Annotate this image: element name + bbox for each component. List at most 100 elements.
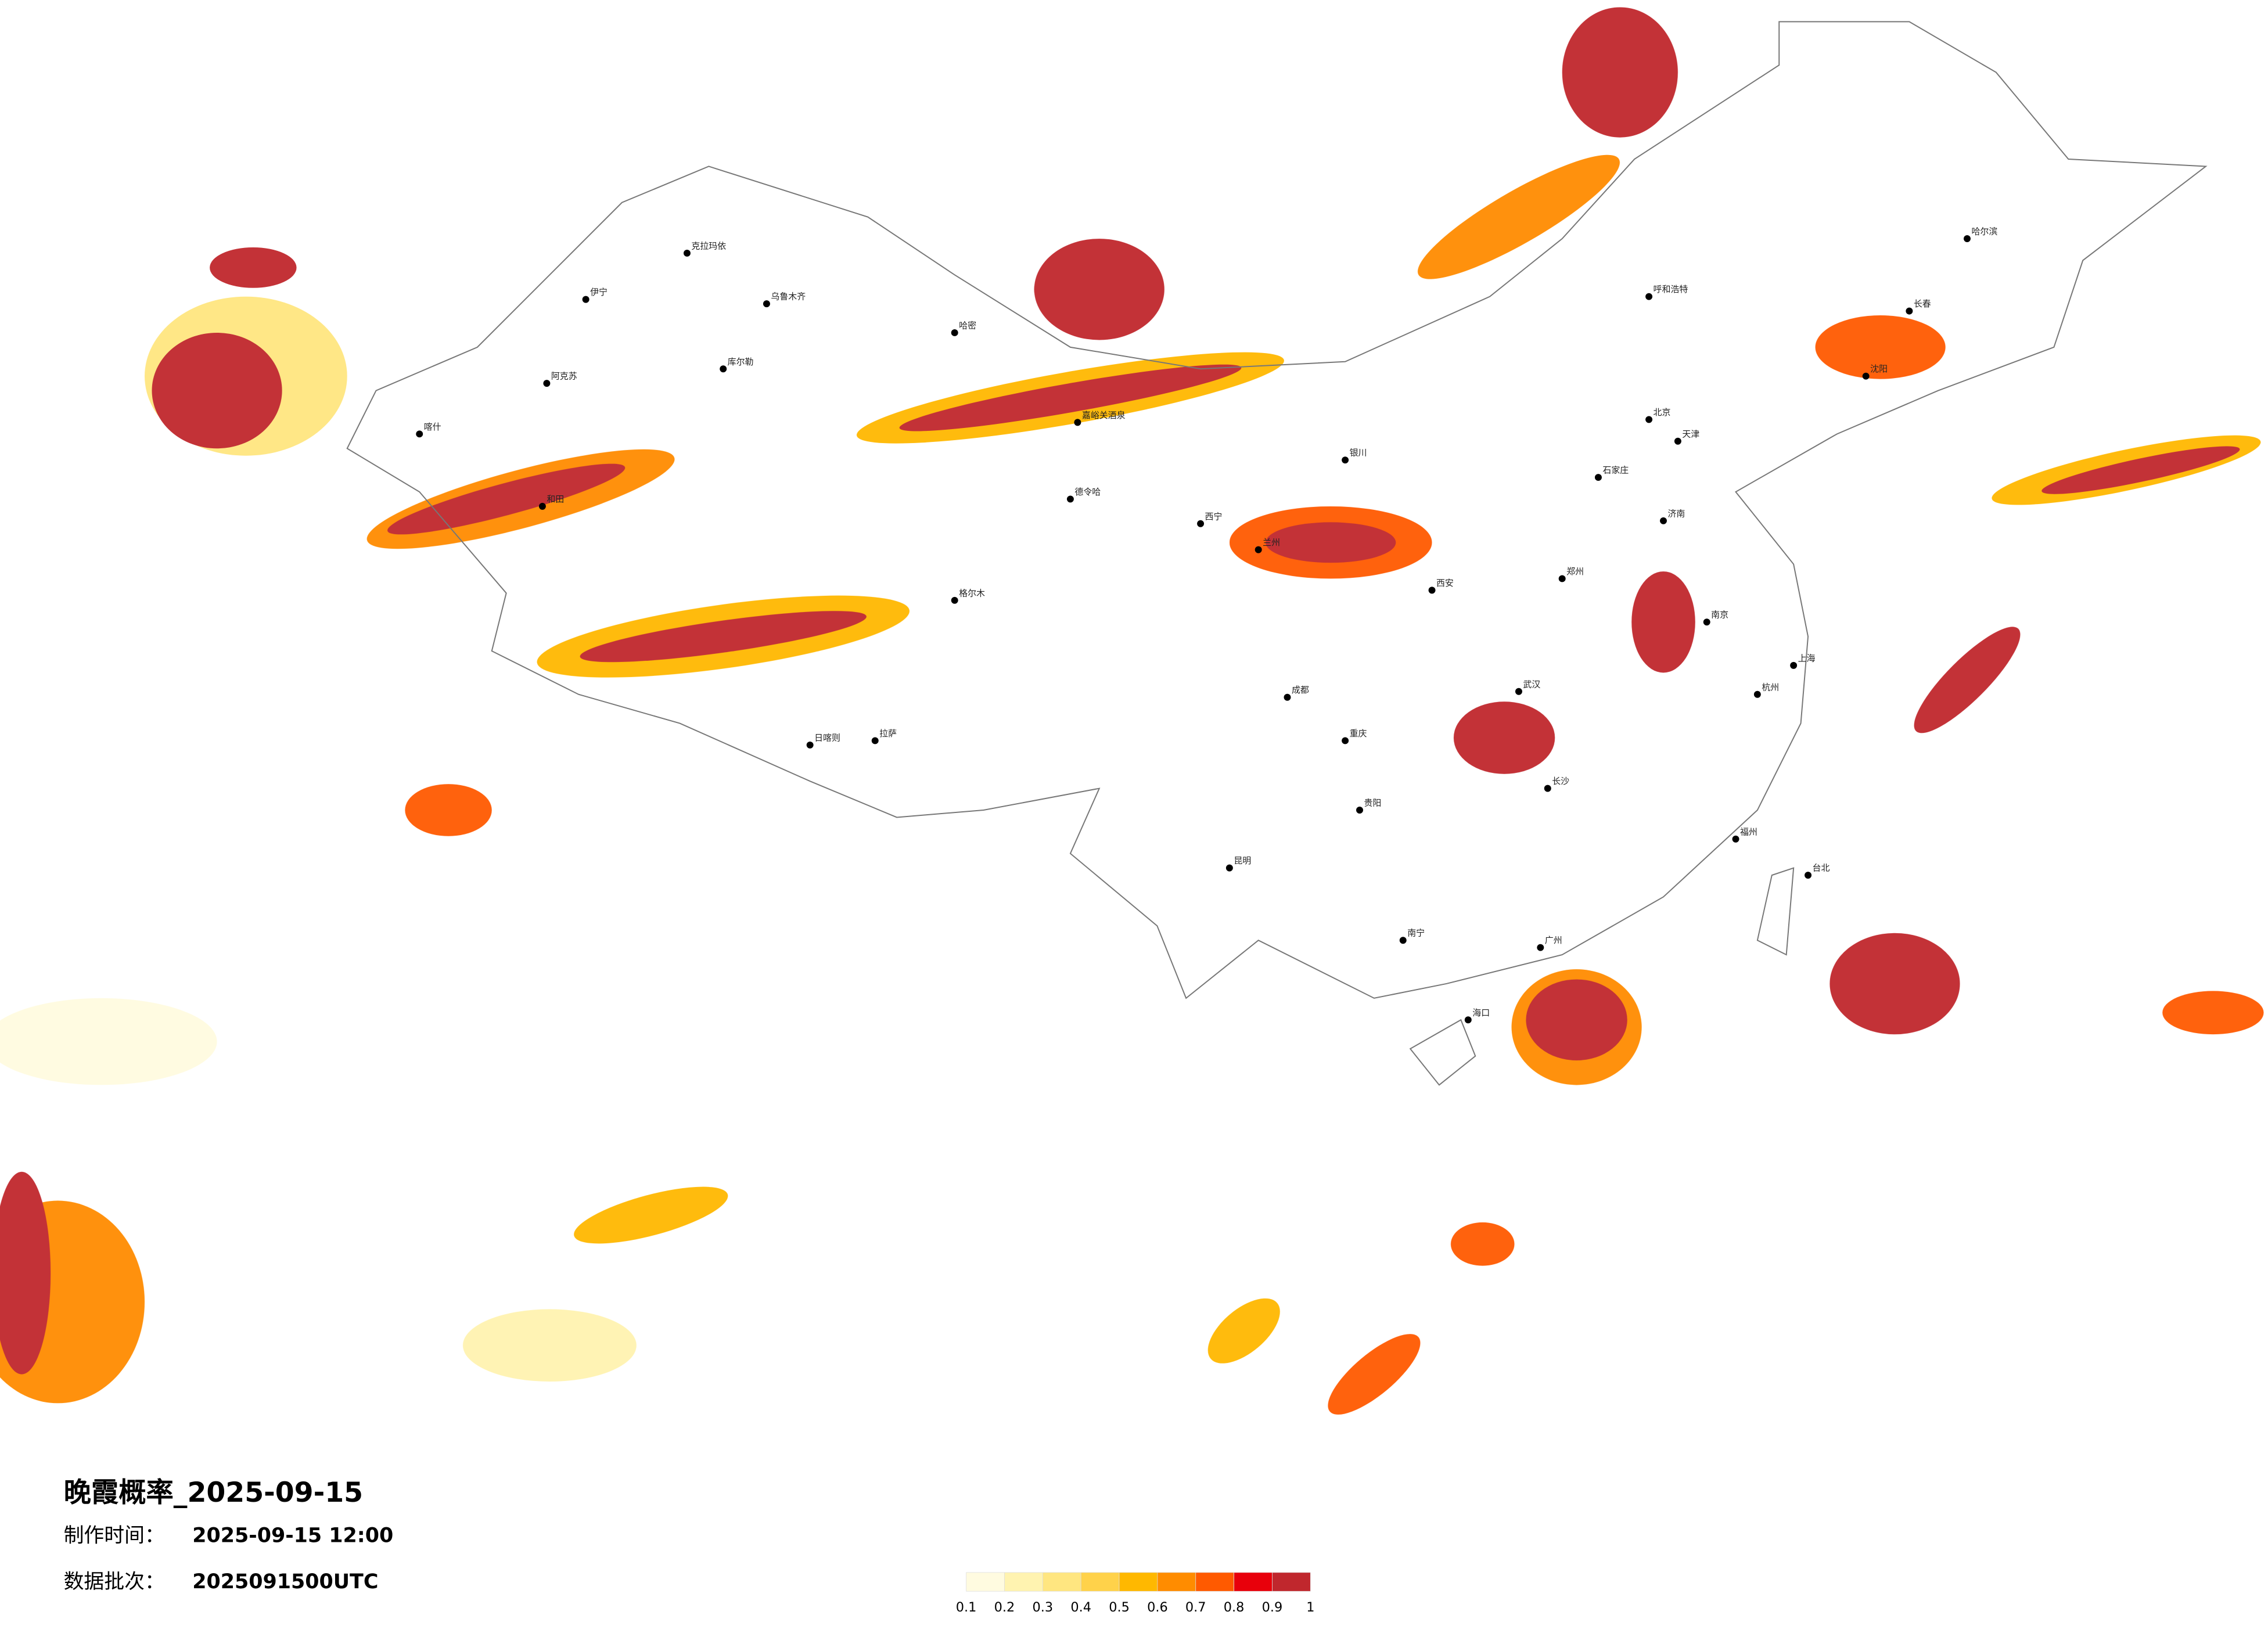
legend-tick-label: 0.7: [1185, 1600, 1206, 1615]
city-dot: [1066, 495, 1074, 503]
city-label: 沈阳: [1870, 364, 1888, 374]
made-time-value: 2025-09-15 12:00: [192, 1524, 393, 1548]
city-dot: [1732, 835, 1739, 843]
city-dot: [416, 430, 423, 438]
city-dot: [1790, 661, 1798, 669]
legend-tick-label: 0.8: [1224, 1600, 1245, 1615]
city-label: 乌鲁木齐: [771, 292, 806, 302]
legend-swatch: [1195, 1572, 1234, 1592]
city-label: 昆明: [1234, 855, 1251, 866]
city-dot: [538, 502, 546, 510]
city-dot: [871, 737, 879, 744]
city-label: 南京: [1711, 610, 1728, 620]
city-dot: [1645, 293, 1653, 300]
legend-swatch: [966, 1572, 1005, 1592]
city-label: 重庆: [1350, 728, 1367, 739]
city-dot: [951, 329, 958, 336]
city-dot: [1805, 872, 1812, 879]
city-dot: [1660, 517, 1667, 524]
made-time-label: 制作时间：: [64, 1524, 165, 1548]
city-label: 长沙: [1552, 776, 1569, 786]
city-dot: [1645, 416, 1653, 423]
legend-tick-label: 0.5: [1109, 1600, 1130, 1615]
legend-swatch: [1042, 1572, 1081, 1592]
legend-swatch: [1004, 1572, 1043, 1592]
city-dot: [1399, 937, 1407, 944]
city-label: 拉萨: [879, 728, 897, 739]
city-dot: [1074, 419, 1081, 426]
legend-swatch: [1080, 1572, 1120, 1592]
city-dot: [806, 741, 814, 749]
legend-tick-label: 1: [1306, 1600, 1314, 1615]
city-label: 天津: [1682, 429, 1699, 439]
city-dot: [1862, 372, 1870, 380]
legend-swatch: [1157, 1572, 1196, 1592]
map-title: 晚霞概率_2025-09-15: [64, 1477, 363, 1509]
city-dot: [1342, 737, 1349, 744]
city-label: 台北: [1813, 863, 1830, 873]
city-dot: [720, 365, 727, 373]
legend-tick-label: 0.9: [1262, 1600, 1283, 1615]
city-dot: [1964, 235, 1971, 243]
batch-value: 2025091500UTC: [192, 1570, 378, 1593]
city-label: 阿克苏: [551, 371, 577, 382]
city-dot: [1284, 693, 1291, 701]
city-dot: [1594, 474, 1602, 481]
city-dot: [1674, 437, 1681, 445]
city-dot: [1197, 520, 1205, 527]
city-label: 郑州: [1566, 566, 1584, 577]
city-label: 上海: [1798, 653, 1816, 663]
city-label: 库尔勒: [728, 357, 754, 367]
city-dot: [1356, 807, 1363, 814]
city-dot: [543, 380, 551, 387]
city-label: 呼和浩特: [1654, 284, 1688, 294]
legend-tick-label: 0.1: [956, 1600, 977, 1615]
city-label: 克拉玛依: [691, 240, 726, 251]
city-dot: [763, 300, 770, 308]
legend-tick-label: 0.4: [1070, 1600, 1091, 1615]
city-dot: [1544, 785, 1551, 792]
legend-swatch: [1119, 1572, 1158, 1592]
city-dot: [1225, 864, 1233, 872]
city-label: 济南: [1667, 508, 1685, 519]
city-label: 贵阳: [1364, 798, 1381, 808]
city-label: 南宁: [1407, 928, 1425, 938]
city-dot: [1537, 944, 1544, 951]
hainan-outline: [1409, 1019, 1476, 1086]
city-dot: [1753, 690, 1761, 698]
city-label: 西宁: [1205, 511, 1223, 521]
city-label: 武汉: [1523, 679, 1540, 689]
city-dot: [951, 596, 958, 604]
city-label: 和田: [547, 494, 564, 504]
city-dot: [1342, 456, 1349, 464]
legend-tick-label: 0.6: [1147, 1600, 1168, 1615]
city-label: 杭州: [1762, 682, 1779, 692]
country-outline: [346, 21, 2208, 999]
probability-field: [0, 7, 2264, 1415]
city-label: 广州: [1545, 935, 1562, 945]
city-label: 福州: [1740, 826, 1757, 837]
legend-tick-label: 0.3: [1033, 1600, 1054, 1615]
city-dot: [1515, 688, 1522, 695]
city-label: 格尔木: [959, 588, 985, 598]
legend-tick-label: 0.2: [994, 1600, 1015, 1615]
city-dot: [1255, 546, 1262, 553]
city-label: 西安: [1436, 578, 1454, 588]
city-label: 嘉峪关酒泉: [1082, 410, 1126, 420]
city-dot: [1906, 307, 1913, 315]
city-label: 哈尔滨: [1971, 226, 1997, 237]
city-label: 北京: [1654, 407, 1671, 418]
city-label: 哈密: [959, 320, 976, 330]
legend-swatch: [1272, 1572, 1311, 1592]
city-dot: [1558, 575, 1566, 582]
city-dot: [1428, 587, 1436, 594]
city-label: 喀什: [424, 422, 441, 432]
city-label: 成都: [1292, 685, 1309, 695]
batch-label: 数据批次：: [64, 1570, 165, 1593]
city-dot: [1464, 1016, 1472, 1024]
legend-swatch: [1234, 1572, 1273, 1592]
city-label: 海口: [1472, 1008, 1490, 1018]
